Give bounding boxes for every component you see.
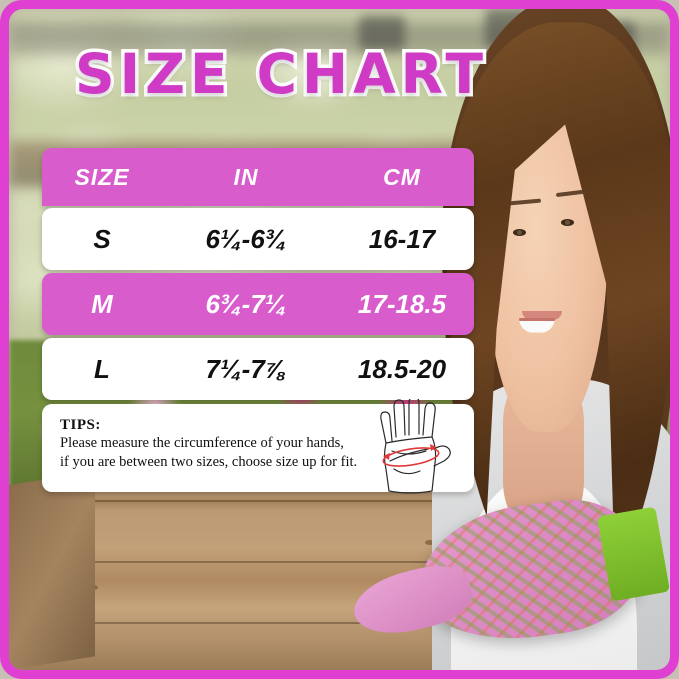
table-row: S 6¼-6¾ 16-17	[42, 208, 474, 270]
cell-size: L	[94, 353, 110, 384]
tips-line-1: Please measure the circumference of your…	[60, 435, 344, 451]
size-chart-table: SIZE IN CM S 6¼-6¾ 16-17 M 6¾-7¼ 17-18.5…	[42, 148, 474, 494]
header-in: IN	[233, 163, 259, 190]
cell-cm: 17-18.5	[357, 288, 447, 319]
header-cm: CM	[383, 163, 421, 190]
tips-heading: TIPS:	[60, 417, 101, 433]
tips-box: TIPS: Please measure the circumference o…	[42, 399, 474, 494]
page-title: SIZE CHART	[72, 42, 489, 106]
planter-side-panel	[9, 471, 95, 670]
cell-inches: 6¼-6¾	[205, 223, 287, 254]
header-size: SIZE	[74, 163, 130, 190]
table-row: L 7¼-7⅞ 18.5-20	[42, 338, 474, 400]
plant-pot	[359, 15, 406, 50]
cell-size: M	[91, 288, 113, 319]
cell-inches: 7¼-7⅞	[205, 353, 287, 384]
cell-cm: 18.5-20	[357, 353, 447, 384]
photo-background: SIZE CHART SIZE IN CM S 6¼-6¾ 16-17 M 6¾…	[9, 9, 670, 670]
table-header-row: SIZE IN CM	[42, 148, 474, 206]
cell-size: S	[93, 223, 111, 254]
hand-measure-icon	[380, 399, 451, 494]
table-row: M 6¾-7¼ 17-18.5	[42, 273, 474, 335]
tips-line-2: if you are between two sizes, choose siz…	[60, 454, 358, 471]
cell-inches: 6¾-7¼	[205, 288, 287, 319]
cell-cm: 16-17	[368, 223, 436, 254]
